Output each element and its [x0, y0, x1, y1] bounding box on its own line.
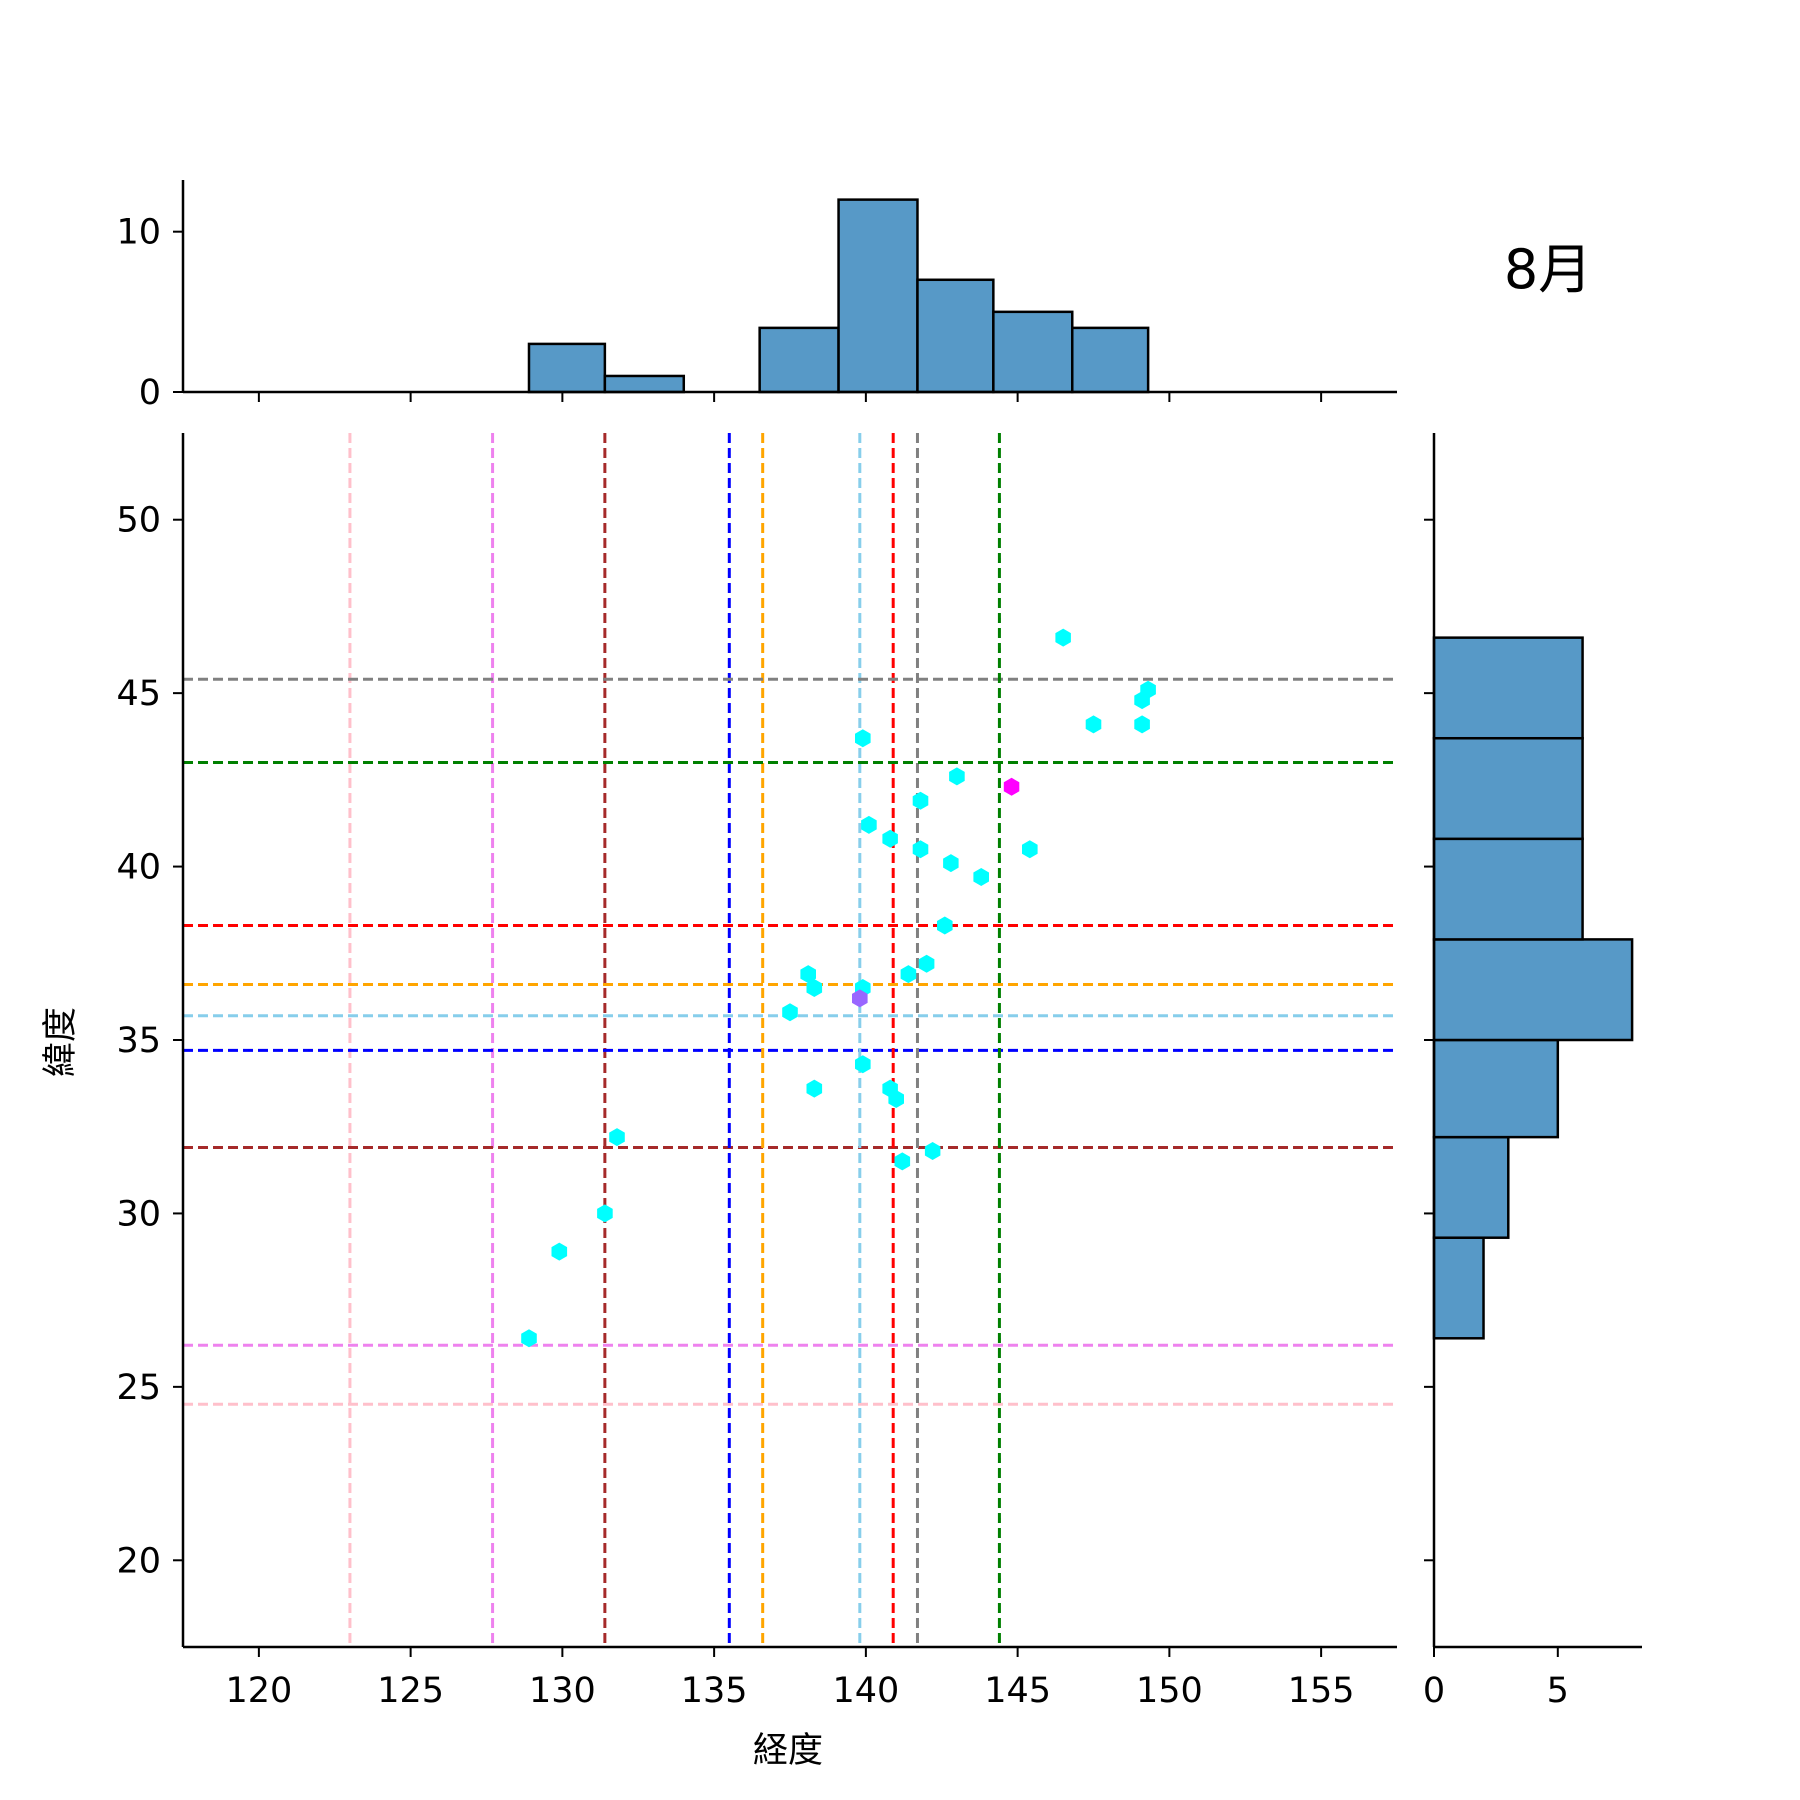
- data-point: [912, 840, 929, 859]
- histogram-bar: [1432, 636, 1584, 740]
- data-point: [924, 1142, 941, 1160]
- data-point: [937, 916, 953, 935]
- data-point: [888, 1090, 904, 1108]
- data-point: [1003, 777, 1020, 796]
- y-tick-label: 20: [116, 1541, 161, 1581]
- x-tick-label: 145: [984, 1671, 1051, 1711]
- data-point: [949, 767, 965, 786]
- histogram-bar: [603, 374, 686, 394]
- scatter-panel: 120 125 130 135 140 145 150 155 20 25 30 35 40 45 50: [116, 433, 1397, 1711]
- data-point: [806, 979, 823, 997]
- y-tick-label: 40: [116, 848, 161, 888]
- data-point: [855, 1055, 871, 1074]
- data-point: [1022, 840, 1038, 859]
- histogram-bar: [1432, 1038, 1560, 1139]
- chart-title: 8月: [1504, 238, 1592, 301]
- data-point: [918, 954, 935, 973]
- y-tick-label: 25: [116, 1368, 161, 1408]
- hist-x-count-tick-label: 10: [116, 213, 161, 253]
- x-tick-label: 130: [529, 1671, 596, 1711]
- histogram-bar: [1432, 736, 1584, 841]
- data-point: [861, 815, 877, 834]
- histogram-bar: [992, 310, 1074, 394]
- data-point: [551, 1242, 568, 1261]
- histogram-bar: [1432, 837, 1584, 941]
- data-point: [894, 1152, 911, 1171]
- histogram-bar: [1432, 1236, 1485, 1340]
- hist-x-count-tick-label: 0: [139, 373, 161, 413]
- histogram-bar: [527, 342, 607, 394]
- data-point: [852, 989, 868, 1008]
- data-point: [782, 1003, 798, 1022]
- x-axis-label: 経度: [753, 1731, 823, 1771]
- data-point: [912, 791, 929, 810]
- data-point: [900, 965, 917, 984]
- histogram-bar: [758, 326, 840, 394]
- x-tick-label: 135: [681, 1671, 748, 1711]
- y-tick-label: 30: [116, 1194, 161, 1234]
- y-tick-label: 35: [116, 1021, 161, 1061]
- hist-y-count-tick-label: 5: [1547, 1671, 1569, 1711]
- data-point: [1085, 715, 1102, 734]
- data-point: [943, 854, 959, 873]
- data-point: [806, 1079, 823, 1098]
- x-tick-label: 150: [1136, 1671, 1203, 1711]
- x-tick-label: 140: [832, 1671, 899, 1711]
- y-tick-label: 50: [116, 501, 161, 541]
- data-point: [609, 1128, 625, 1147]
- hist-y-count-tick-label: 0: [1423, 1671, 1445, 1711]
- data-point: [1055, 628, 1071, 647]
- x-tick-label: 155: [1288, 1671, 1355, 1711]
- histogram-bar: [1432, 938, 1634, 1042]
- data-point: [1134, 691, 1150, 710]
- histogram-bar: [1071, 326, 1150, 394]
- data-point: [882, 829, 898, 848]
- longitude-histogram: 0 10: [116, 180, 1397, 413]
- data-point: [521, 1329, 537, 1348]
- y-tick-label: 45: [116, 674, 161, 714]
- x-tick-label: 120: [225, 1671, 292, 1711]
- data-point: [1134, 715, 1150, 734]
- histogram-bar: [1432, 1135, 1510, 1239]
- y-axis-label: 緯度: [41, 1007, 81, 1077]
- x-tick-label: 125: [377, 1671, 444, 1711]
- data-point: [973, 868, 989, 886]
- data-point: [855, 729, 871, 748]
- data-point: [597, 1204, 613, 1223]
- histogram-bar: [916, 278, 995, 394]
- data-point: [800, 965, 816, 984]
- histogram-bar: [837, 198, 919, 394]
